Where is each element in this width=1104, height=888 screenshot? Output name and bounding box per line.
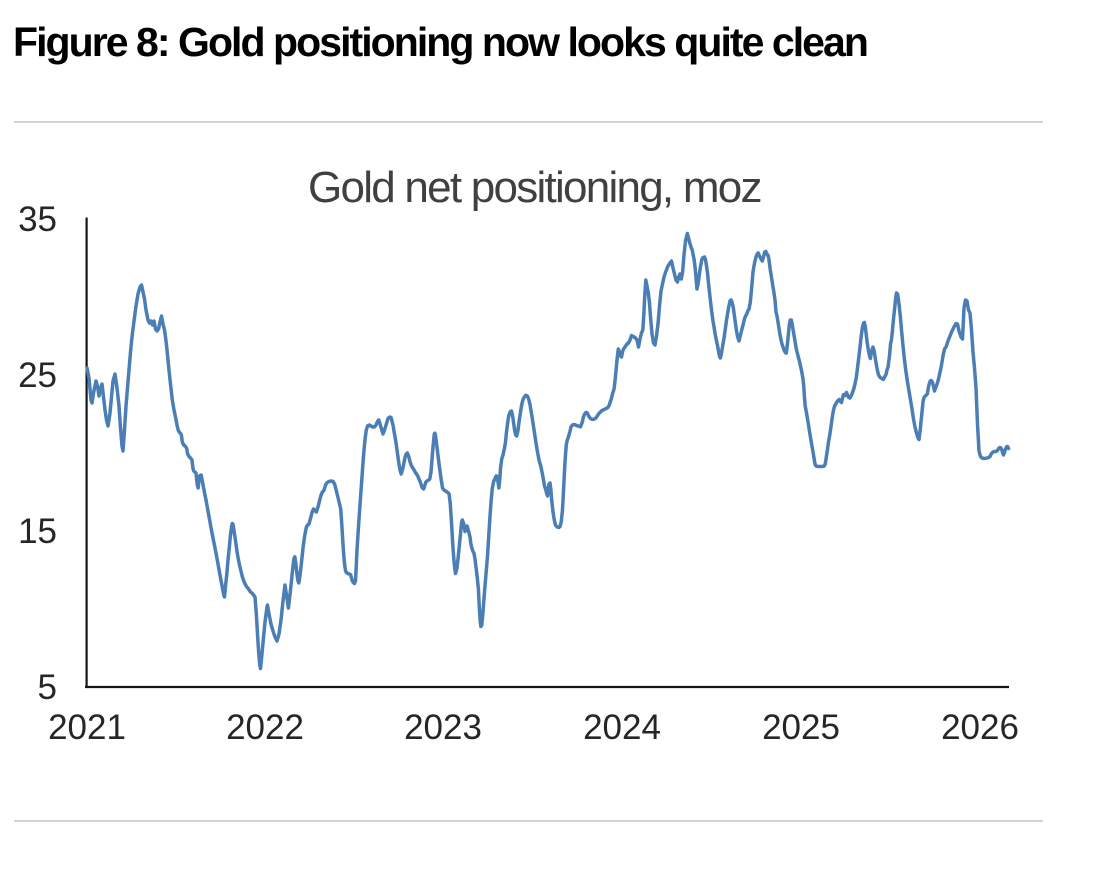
- svg-text:2026: 2026: [941, 708, 1019, 747]
- svg-text:35: 35: [18, 200, 57, 239]
- svg-text:Gold net positioning, moz: Gold net positioning, moz: [308, 163, 761, 212]
- svg-text:25: 25: [18, 356, 57, 395]
- svg-text:2023: 2023: [404, 708, 482, 747]
- svg-text:2024: 2024: [583, 708, 661, 747]
- svg-text:15: 15: [18, 512, 57, 551]
- svg-text:2025: 2025: [762, 708, 840, 747]
- svg-text:5: 5: [38, 668, 57, 707]
- svg-text:2021: 2021: [48, 708, 126, 747]
- svg-text:2022: 2022: [226, 708, 304, 747]
